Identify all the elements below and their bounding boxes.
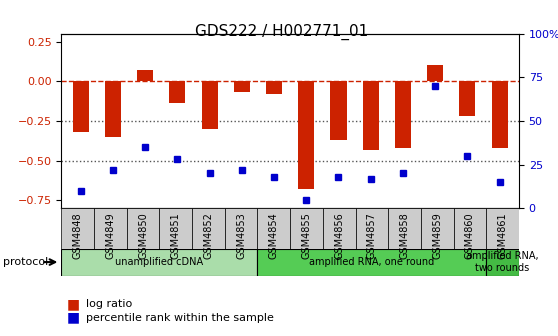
Text: amplified RNA,
two rounds: amplified RNA, two rounds — [466, 251, 539, 273]
Text: amplified RNA, one round: amplified RNA, one round — [309, 257, 435, 267]
Bar — [105, 81, 121, 137]
Text: GSM4855: GSM4855 — [301, 212, 311, 259]
Text: percentile rank within the sample: percentile rank within the sample — [86, 312, 275, 323]
Text: GSM4861: GSM4861 — [498, 212, 508, 259]
Bar — [298, 81, 314, 189]
Text: GSM4859: GSM4859 — [432, 212, 442, 259]
FancyBboxPatch shape — [61, 208, 94, 249]
Bar — [234, 81, 250, 92]
Text: GSM4856: GSM4856 — [334, 212, 344, 259]
Bar — [330, 81, 347, 140]
FancyBboxPatch shape — [355, 208, 388, 249]
Text: GSM4858: GSM4858 — [400, 212, 410, 259]
Text: GSM4849: GSM4849 — [105, 212, 116, 259]
Text: GSM4851: GSM4851 — [171, 212, 181, 259]
Bar — [427, 66, 443, 81]
Bar — [137, 70, 153, 81]
Bar — [266, 81, 282, 94]
FancyBboxPatch shape — [192, 208, 225, 249]
Text: GSM4854: GSM4854 — [269, 212, 279, 259]
Text: GSM4850: GSM4850 — [138, 212, 148, 259]
Text: GDS222 / H002771_01: GDS222 / H002771_01 — [195, 24, 368, 40]
Text: unamplified cDNA: unamplified cDNA — [116, 257, 204, 267]
Bar — [363, 81, 379, 150]
Text: GSM4848: GSM4848 — [73, 212, 83, 259]
FancyBboxPatch shape — [388, 208, 421, 249]
Text: GSM4853: GSM4853 — [236, 212, 246, 259]
Bar — [395, 81, 411, 148]
Text: GSM4857: GSM4857 — [367, 212, 377, 259]
Text: protocol: protocol — [3, 257, 48, 267]
Text: ■: ■ — [67, 310, 80, 325]
Text: GSM4860: GSM4860 — [465, 212, 475, 259]
FancyBboxPatch shape — [323, 208, 355, 249]
FancyBboxPatch shape — [61, 249, 257, 276]
FancyBboxPatch shape — [421, 208, 454, 249]
Bar — [492, 81, 508, 148]
Text: log ratio: log ratio — [86, 299, 133, 309]
Bar — [169, 81, 185, 103]
FancyBboxPatch shape — [290, 208, 323, 249]
Text: ■: ■ — [67, 297, 80, 311]
FancyBboxPatch shape — [94, 208, 127, 249]
Bar — [73, 81, 89, 132]
FancyBboxPatch shape — [486, 249, 519, 276]
FancyBboxPatch shape — [486, 208, 519, 249]
Bar — [459, 81, 475, 116]
FancyBboxPatch shape — [127, 208, 160, 249]
FancyBboxPatch shape — [225, 208, 257, 249]
Bar — [201, 81, 218, 129]
FancyBboxPatch shape — [257, 208, 290, 249]
Text: GSM4852: GSM4852 — [204, 212, 214, 259]
FancyBboxPatch shape — [257, 249, 486, 276]
FancyBboxPatch shape — [454, 208, 486, 249]
FancyBboxPatch shape — [160, 208, 192, 249]
